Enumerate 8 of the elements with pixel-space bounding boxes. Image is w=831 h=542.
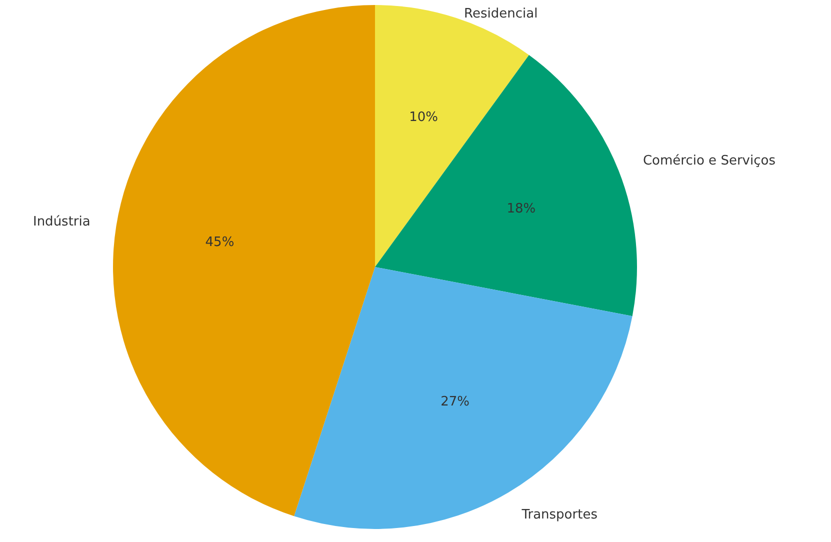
slice-label: Comércio e Serviços <box>642 153 776 168</box>
data-label: 27% <box>440 394 470 410</box>
data-label: 18% <box>506 202 536 217</box>
data-label: 45% <box>205 234 234 250</box>
slice-label: Indústria <box>32 214 90 230</box>
slice-label: Transportes <box>520 507 598 522</box>
slice-label: Residencial <box>464 6 538 22</box>
data-label: 10% <box>409 110 438 125</box>
